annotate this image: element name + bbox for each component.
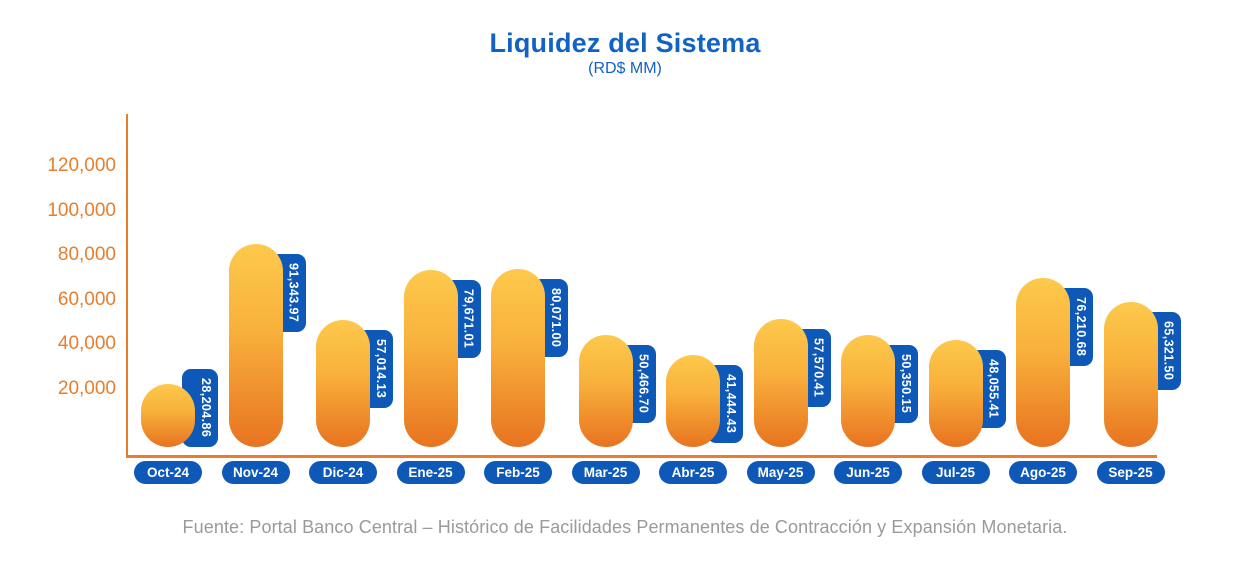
y-tick-100000: 100,000 bbox=[47, 199, 116, 221]
value-label-text: 48,055.41 bbox=[986, 359, 1001, 419]
value-label-text: 57,014.13 bbox=[374, 339, 388, 399]
month-pill-Feb-25: Feb-25 bbox=[484, 461, 552, 484]
y-tick-80000: 80,000 bbox=[57, 244, 116, 266]
y-tick-40000: 40,000 bbox=[57, 333, 116, 355]
value-label-text: 57,570.41 bbox=[811, 338, 826, 398]
x-axis-line bbox=[126, 455, 1157, 458]
month-pill-Abr-25: Abr-25 bbox=[659, 461, 727, 484]
month-pill-Ago-25: Ago-25 bbox=[1009, 461, 1077, 484]
value-label-text: 41,444.43 bbox=[724, 374, 738, 434]
month-pill-Dic-24: Dic-24 bbox=[309, 461, 377, 484]
month-pill-Nov-24: Nov-24 bbox=[221, 461, 290, 484]
value-label-text: 28,204.86 bbox=[199, 378, 213, 438]
value-label-text: 65,321.50 bbox=[1161, 321, 1176, 381]
value-label-text: 50,350.15 bbox=[899, 354, 913, 414]
month-pill-Ene-25: Ene-25 bbox=[396, 461, 465, 484]
bar-Feb-25 bbox=[491, 269, 545, 447]
month-pill-Jul-25: Jul-25 bbox=[921, 461, 990, 484]
bar-Dic-24 bbox=[316, 320, 370, 447]
month-pill-Sep-25: Sep-25 bbox=[1096, 461, 1165, 484]
month-pill-Oct-24: Oct-24 bbox=[134, 461, 202, 484]
bar-Ene-25 bbox=[403, 270, 458, 447]
y-tick-60000: 60,000 bbox=[57, 288, 116, 310]
month-pill-Mar-25: Mar-25 bbox=[571, 461, 640, 484]
value-label-text: 91,343.97 bbox=[286, 263, 301, 323]
source-caption: Fuente: Portal Banco Central – Histórico… bbox=[182, 517, 1068, 537]
y-tick-120000: 120,000 bbox=[47, 155, 116, 177]
value-label-text: 50,466.70 bbox=[636, 354, 651, 414]
bar-Mar-25 bbox=[578, 335, 633, 447]
month-pill-Jun-25: Jun-25 bbox=[834, 461, 902, 484]
bar-Sep-25 bbox=[1103, 302, 1158, 447]
bar-Jul-25 bbox=[928, 340, 983, 447]
y-tick-20000: 20,000 bbox=[57, 377, 116, 399]
y-axis-line bbox=[126, 114, 128, 458]
bar-Jun-25 bbox=[841, 335, 895, 447]
bar-Abr-25 bbox=[666, 355, 720, 447]
bar-Oct-24 bbox=[141, 384, 195, 447]
value-label-text: 80,071.00 bbox=[549, 288, 563, 348]
month-pill-May-25: May-25 bbox=[746, 461, 815, 484]
chart-subtitle: (RD$ MM) bbox=[588, 60, 662, 77]
bar-Ago-25 bbox=[1016, 278, 1070, 447]
bar-May-25 bbox=[753, 319, 808, 447]
chart-title: Liquidez del Sistema bbox=[489, 28, 761, 58]
bar-Nov-24 bbox=[228, 244, 283, 447]
value-label-text: 76,210.68 bbox=[1074, 297, 1088, 357]
value-label-text: 79,671.01 bbox=[461, 289, 476, 349]
